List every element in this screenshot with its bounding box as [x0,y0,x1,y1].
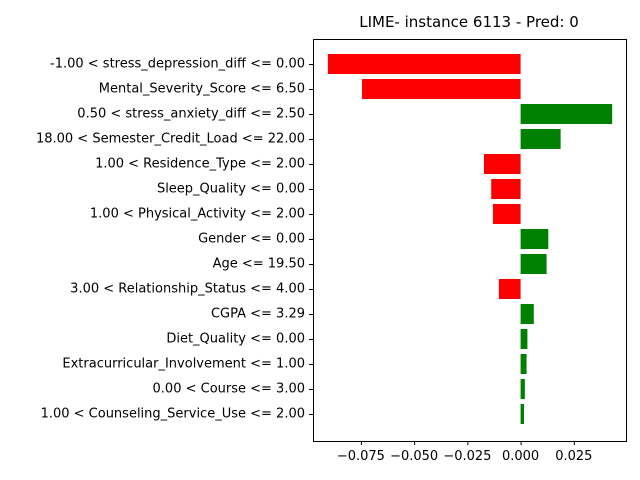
bar [520,129,561,149]
bar [361,79,521,99]
plot-frame [313,39,627,442]
bar [520,404,525,424]
y-tick-label: Diet_Quality <= 0.00 [166,332,305,347]
bar [327,54,521,74]
x-tick-label: −0.025 [443,449,491,464]
y-tick-label: 1.00 < Counseling_Service_Use <= 2.00 [41,407,305,422]
y-tick-label: Gender <= 0.00 [198,232,305,247]
chart-title: LIME- instance 6113 - Pred: 0 [359,13,579,31]
bar [520,304,534,324]
y-axis-ticks: -1.00 < stress_depression_diff <= 0.00 Me… [36,57,313,422]
bar [520,254,547,274]
y-tick-label: 18.00 < Semester_Credit_Load <= 22.00 [36,132,305,147]
y-tick-label: 0.00 < Course <= 3.00 [153,382,305,397]
bar [498,279,521,299]
bar [520,104,613,124]
y-tick-label: 0.50 < stress_anxiety_diff <= 2.50 [77,107,305,122]
y-tick-label: Sleep_Quality <= 0.00 [157,182,305,197]
y-tick-label: Mental_Severity_Score <= 6.50 [99,82,305,97]
x-tick-label: −0.075 [337,449,385,464]
bar [491,179,521,199]
y-tick-label: 1.00 < Residence_Type <= 2.00 [95,157,305,172]
y-tick-label: CGPA <= 3.29 [211,307,305,322]
bar [483,154,521,174]
y-tick-label: Age <= 19.50 [213,257,305,272]
x-axis-ticks: −0.075 −0.050 −0.025 0.000 0.025 [337,441,592,464]
x-tick-label: 0.025 [555,449,592,464]
x-tick-label: −0.050 [390,449,438,464]
bar [520,354,527,374]
y-tick-label: 3.00 < Relationship_Status <= 4.00 [70,282,305,297]
y-tick-label: -1.00 < stress_depression_diff <= 0.00 [50,57,305,72]
bar [520,229,549,249]
x-tick-label: 0.000 [502,449,539,464]
bar [520,379,525,399]
y-tick-label: Extracurricular_Involvement <= 1.00 [62,357,305,372]
y-tick-label: 1.00 < Physical_Activity <= 2.00 [90,207,305,222]
bar [520,329,528,349]
bar [492,204,521,224]
bars-group [327,54,613,424]
